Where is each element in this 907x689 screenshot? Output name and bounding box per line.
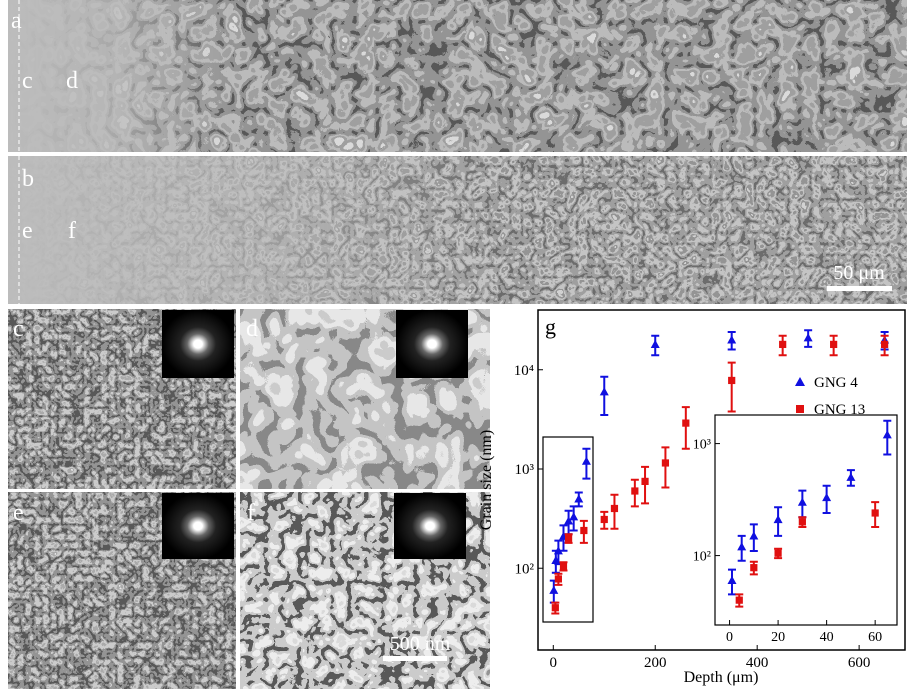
diffraction-pattern [162,493,234,559]
data-point [779,340,787,349]
legend-marker [796,405,804,413]
data-point [641,477,649,485]
legend-label: GNG 13 [814,402,865,418]
panel-label: e [13,500,24,526]
y-axis-label: Grain size (nm) [478,430,495,530]
data-point [727,335,737,344]
data-point [830,340,838,349]
x-tick-label: 0 [726,630,733,645]
fine-layer [8,156,907,304]
panel-label: g [545,314,556,339]
data-point [803,333,813,342]
data-point [728,376,736,385]
scale-bar-label: 500 nm [390,633,451,655]
data-point [564,534,573,542]
data-point [749,531,759,540]
panel-label: b [22,166,34,192]
error-bar [681,406,690,450]
data-point [727,575,737,585]
data-point [798,518,806,526]
data-point [610,504,619,513]
data-point [599,387,609,396]
data-point [682,419,690,427]
position-label: d [66,68,78,94]
fine-layer [8,0,907,152]
x-axis-label: Depth (μm) [684,669,759,686]
data-point [735,596,743,604]
data-point [822,493,832,502]
panel-d: d [240,309,490,489]
diffraction-pattern [394,493,466,559]
position-label: f [68,218,76,244]
data-point [551,604,559,612]
x-tick-label: 200 [644,655,667,671]
panel-e: e [8,492,236,689]
y-tick-label: 10⁴ [514,363,534,379]
error-bar [661,446,670,489]
data-point [737,542,747,551]
data-point [554,575,562,583]
data-point [650,339,660,349]
data-point [549,585,559,594]
data-point [846,472,856,481]
data-point [569,512,579,521]
data-point [774,549,782,557]
x-tick-label: 0 [550,655,558,671]
error-bar [641,465,650,505]
data-point [797,497,807,506]
legend-marker [795,377,805,386]
panel-c: c [8,309,236,489]
chart: g Depth (μm) Grain size (nm) 0 200 400 6001… [478,309,906,686]
panel-label: c [13,316,24,342]
data-point [580,526,588,535]
x-tick-label: 40 [820,630,834,645]
data-point [600,515,608,524]
panel-b: b e f 50 μm [8,156,907,304]
scale-bar [383,656,447,661]
scale-bar [827,286,892,291]
panel-f: f 500 nm [240,492,490,689]
error-bar [600,375,609,416]
y-tick-label: 10³ [515,462,535,478]
x-tick-label: 400 [746,655,769,671]
position-label: c [22,68,33,94]
data-point [661,459,670,467]
y-tick-label: 10² [515,561,535,577]
panel-label: d [246,316,258,342]
data-point [574,494,584,503]
legend-label: GNG 4 [814,375,858,391]
y-tick-label: 10³ [693,437,711,452]
data-point [773,514,783,524]
data-point [871,509,879,517]
data-point [581,456,591,465]
x-tick-label: 60 [868,630,882,645]
data-point [631,487,639,495]
panel-a: a c d [8,0,907,152]
diffraction-pattern [396,310,468,378]
diffraction-pattern [162,310,234,378]
panel-label: f [247,500,255,526]
data-point [559,562,568,570]
position-label: e [22,218,33,244]
scale-bar-label: 50 μm [833,262,885,284]
data-point [564,516,574,525]
panel-label: a [11,8,22,34]
data-point [882,430,892,439]
y-tick-label: 10² [693,549,711,564]
inset-frame [714,414,898,626]
data-point [553,546,563,555]
x-tick-label: 20 [771,630,785,645]
error-bar [727,361,736,413]
zoom-box [542,436,594,623]
data-point [750,564,758,572]
x-tick-label: 600 [848,655,871,671]
data-point [881,340,889,349]
